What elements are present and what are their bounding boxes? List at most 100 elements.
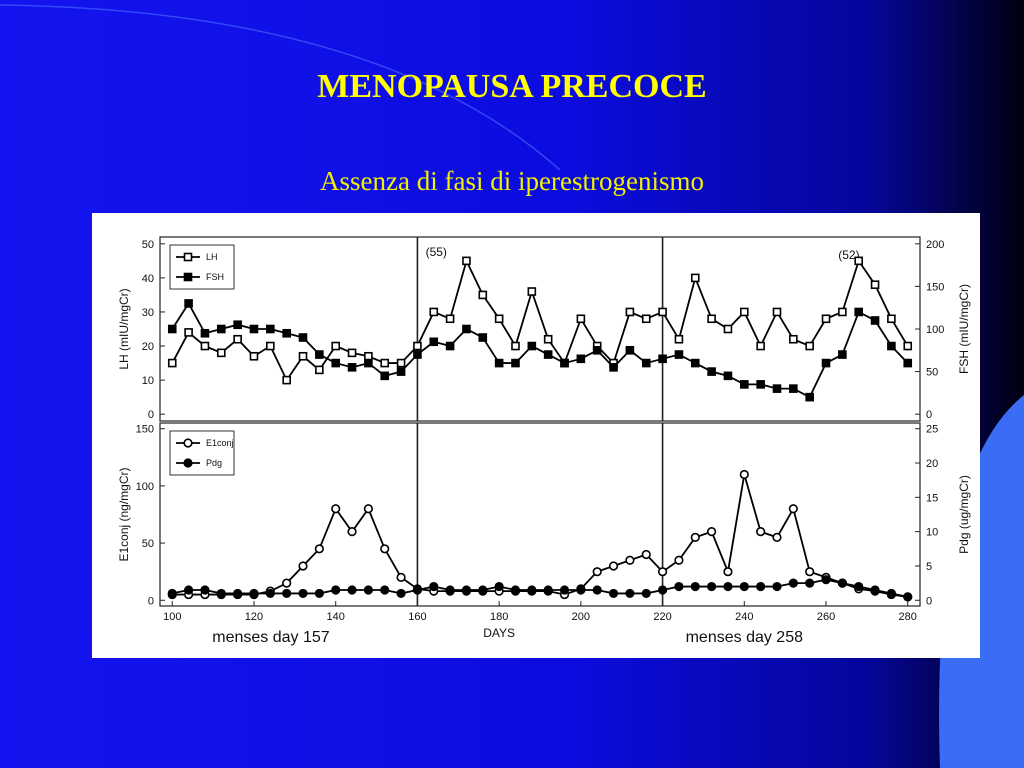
data-marker	[707, 367, 716, 376]
data-marker	[789, 334, 798, 344]
series-line	[172, 474, 908, 598]
x-tick-label: 120	[245, 611, 263, 623]
data-marker	[674, 334, 684, 344]
data-marker	[478, 333, 488, 342]
data-marker	[674, 555, 684, 565]
data-marker	[543, 585, 553, 595]
data-marker	[298, 561, 308, 571]
data-marker	[690, 581, 700, 592]
data-marker	[314, 588, 324, 599]
data-marker	[216, 588, 226, 599]
data-marker	[298, 333, 308, 342]
y-tick-label: 100	[136, 481, 154, 493]
data-marker	[396, 572, 406, 583]
y2-tick-label: 50	[926, 367, 938, 379]
y2-tick-label: 100	[926, 324, 944, 336]
data-marker	[690, 273, 700, 283]
data-marker	[740, 380, 749, 389]
data-marker	[183, 438, 193, 448]
data-marker	[462, 324, 471, 334]
data-marker	[396, 358, 406, 368]
data-marker	[657, 585, 668, 595]
y2-tick-label: 0	[926, 409, 932, 421]
x-tick-label: 240	[735, 611, 753, 623]
x-tick-label: 260	[817, 611, 835, 623]
data-marker	[527, 287, 537, 296]
data-marker	[511, 358, 520, 368]
data-marker	[412, 585, 423, 595]
legend-label: FSH	[206, 272, 224, 282]
y-tick-label: 0	[148, 595, 154, 607]
plot-frame	[159, 422, 921, 607]
data-marker	[756, 380, 765, 389]
data-marker	[184, 299, 193, 308]
data-marker	[380, 358, 390, 368]
data-marker	[543, 350, 553, 359]
data-marker	[494, 581, 504, 592]
data-marker	[789, 384, 798, 393]
data-marker	[462, 256, 471, 266]
y-axis-label: E1conj (ng/mgCr)	[117, 467, 131, 561]
data-marker	[870, 585, 880, 595]
data-marker	[837, 578, 847, 588]
data-marker	[739, 581, 749, 592]
annotation: menses day 157	[212, 629, 330, 646]
data-marker	[167, 358, 177, 368]
slide-title: MENOPAUSA PRECOCE	[317, 68, 707, 105]
data-marker	[380, 585, 390, 595]
data-marker	[429, 307, 439, 317]
data-marker	[183, 272, 193, 282]
data-marker	[772, 307, 782, 317]
data-marker	[838, 350, 847, 359]
data-marker	[559, 585, 570, 595]
data-marker	[723, 567, 733, 577]
data-marker	[838, 307, 847, 317]
data-marker	[690, 532, 700, 542]
data-marker	[396, 367, 406, 376]
data-marker	[870, 280, 880, 290]
y-tick-label: 30	[142, 307, 154, 319]
y-tick-label: 40	[142, 273, 154, 285]
x-tick-label: 160	[408, 611, 426, 623]
data-marker	[723, 581, 733, 592]
data-marker	[200, 328, 210, 338]
data-marker	[298, 351, 308, 361]
data-marker	[233, 334, 242, 344]
data-marker	[331, 504, 341, 514]
data-marker	[887, 341, 896, 351]
annotation: (52)	[838, 248, 859, 262]
data-marker	[445, 585, 455, 595]
data-marker	[527, 341, 537, 351]
data-marker	[821, 575, 831, 585]
data-marker	[363, 504, 373, 514]
data-marker	[445, 341, 455, 351]
data-marker	[167, 588, 177, 599]
data-marker	[641, 358, 651, 368]
data-marker	[723, 324, 733, 334]
data-marker	[608, 561, 619, 571]
x-tick-label: 280	[899, 611, 917, 623]
data-marker	[216, 324, 226, 334]
data-marker	[380, 371, 390, 381]
data-marker	[347, 348, 357, 358]
data-marker	[314, 544, 324, 554]
data-marker	[249, 351, 259, 361]
x-axis-label: DAYS	[483, 626, 515, 640]
data-marker	[396, 588, 406, 599]
data-marker	[266, 324, 275, 334]
y2-tick-label: 15	[926, 492, 938, 504]
data-marker	[298, 588, 308, 599]
y-tick-label: 50	[142, 538, 154, 550]
data-marker	[592, 585, 602, 595]
x-tick-label: 200	[572, 611, 590, 623]
legend-box	[169, 430, 235, 476]
data-marker	[576, 314, 586, 324]
data-marker	[184, 585, 194, 595]
data-marker	[805, 341, 814, 351]
data-marker	[331, 585, 341, 595]
data-marker	[854, 581, 864, 592]
data-marker	[854, 307, 864, 317]
data-marker	[510, 585, 521, 595]
